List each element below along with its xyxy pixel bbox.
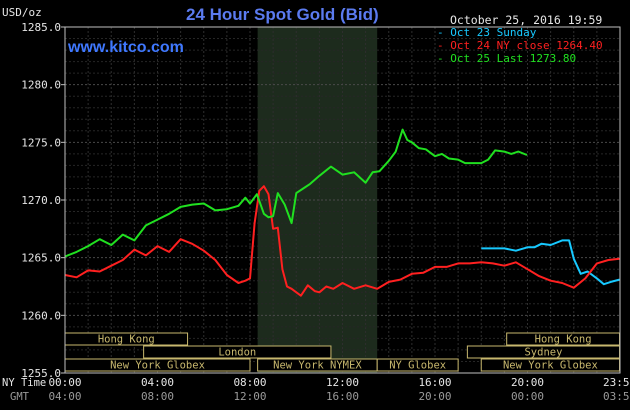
x-tick-label-ny: 04:00 [141, 376, 174, 389]
series-line [64, 185, 620, 297]
x-tick-label-gmt: 16:00 [326, 390, 359, 403]
x-axis-row-label-ny: NY Time [2, 377, 46, 389]
legend-item-oct24: - Oct 24 NY close 1264.40 [437, 39, 617, 52]
x-tick-label-ny: 20:00 [511, 376, 544, 389]
session-bar [376, 358, 459, 372]
x-tick-label-gmt: 08:00 [141, 390, 174, 403]
y-tick-label: 1265.0 [21, 252, 61, 265]
x-tick-label-gmt: 00:00 [511, 390, 544, 403]
series-line [64, 128, 528, 258]
legend-item-oct25: - Oct 25 Last 1273.80 [437, 52, 617, 65]
y-axis-unit-label: USD/oz [2, 6, 42, 19]
timestamp: October 25, 2016 19:59 [450, 13, 603, 27]
legend-label-oct24: Oct 24 NY close 1264.40 [450, 39, 603, 52]
legend-swatch-oct25: - [437, 52, 444, 65]
y-tick-label: 1275.0 [21, 136, 61, 149]
session-label: Sydney [524, 347, 562, 359]
session-bar [143, 345, 332, 359]
legend-swatch-oct23: - [437, 26, 444, 39]
x-axis-row-label-gmt: GMT [10, 391, 30, 403]
x-tick-label-ny: 08:00 [233, 376, 266, 389]
x-tick-label-gmt: 04:00 [48, 390, 81, 403]
session-label: London [218, 347, 256, 359]
legend-swatch-oct24: - [437, 39, 444, 52]
y-tick-label: 1270.0 [21, 194, 61, 207]
session-label: Hong Kong [98, 334, 155, 346]
x-tick-label-gmt: 03:59 [603, 390, 630, 403]
y-tick-label: 1255.0 [21, 367, 61, 380]
x-tick-label-ny: 23:59 [603, 376, 630, 389]
legend-label-oct23: Oct 23 Sunday [450, 26, 537, 39]
legend-item-oct23: - Oct 23 Sunday [437, 26, 617, 39]
session-label: Hong Kong [535, 334, 592, 346]
x-tick-label-gmt: 12:00 [233, 390, 266, 403]
legend-label-oct25: Oct 25 Last 1273.80 [450, 52, 577, 65]
x-tick-label-ny: 16:00 [418, 376, 451, 389]
site-link[interactable]: www.kitco.com [68, 39, 184, 56]
x-tick-label-ny: 00:00 [48, 376, 81, 389]
y-tick-label: 1280.0 [21, 79, 61, 92]
chart-legend: - Oct 23 Sunday - Oct 24 NY close 1264.4… [437, 26, 617, 65]
y-tick-label: 1260.0 [21, 309, 61, 322]
x-tick-label-gmt: 20:00 [418, 390, 451, 403]
session-label: New York Globex [110, 360, 205, 372]
chart-axes: 1285.0 1280.0 1275.0 1270.0 1265.0 1260.0 1255… [2, 21, 630, 403]
series-line [481, 239, 620, 286]
series-lines [64, 128, 620, 297]
y-tick-label: 1285.0 [21, 21, 61, 34]
session-label: NY Globex [389, 360, 446, 372]
chart-title: 24 Hour Spot Gold (Bid) [186, 5, 379, 24]
x-tick-label-ny: 12:00 [326, 376, 359, 389]
session-label: New York NYMEX [273, 360, 362, 372]
session-label: New York Globex [503, 360, 598, 372]
